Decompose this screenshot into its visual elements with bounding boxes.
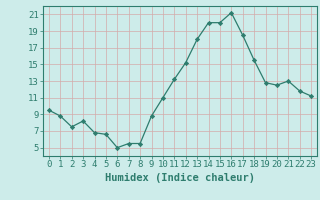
X-axis label: Humidex (Indice chaleur): Humidex (Indice chaleur) [105, 173, 255, 183]
